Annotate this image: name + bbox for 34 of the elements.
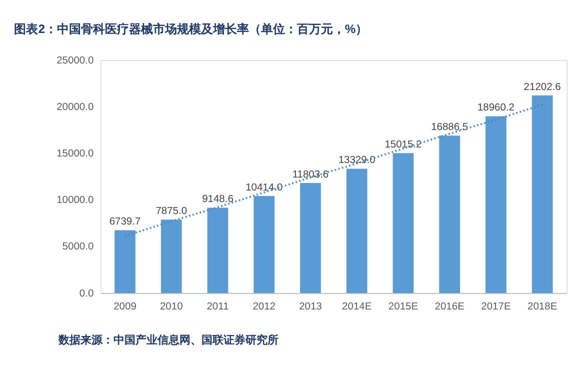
bar — [254, 196, 275, 294]
chart-title: 图表2：中国骨科医疗器械市场规模及增长率（单位：百万元，%） — [14, 22, 368, 36]
data-label: 6739.7 — [109, 216, 141, 228]
data-label: 21202.6 — [524, 82, 562, 93]
y-tick-label: 0.0 — [79, 288, 94, 300]
x-tick-label: 2010 — [160, 301, 184, 312]
x-tick-label: 2013 — [299, 301, 322, 312]
x-tick-label: 2014E — [342, 301, 372, 312]
y-tick-label: 25000.0 — [56, 55, 94, 66]
x-tick-label: 2011 — [206, 301, 230, 312]
data-label: 16886.5 — [431, 122, 468, 134]
y-tick-label: 20000.0 — [56, 102, 94, 113]
x-tick-label: 2015E — [388, 301, 418, 312]
bar — [346, 168, 368, 294]
y-tick-label: 15000.0 — [56, 148, 94, 160]
source-note: 数据来源：中国产业信息网、国联证券研究所 — [58, 333, 279, 346]
bar — [207, 208, 228, 294]
bar — [532, 95, 553, 294]
data-label: 7875.0 — [156, 206, 188, 218]
x-tick-label: 2012 — [252, 301, 276, 312]
bar — [114, 230, 136, 294]
bar — [160, 220, 182, 294]
x-tick-label: 2016E — [434, 301, 465, 312]
data-label: 9148.6 — [202, 194, 234, 206]
x-tick-label: 2009 — [114, 301, 137, 312]
bar — [300, 183, 321, 294]
bar — [392, 153, 414, 294]
y-tick-label: 10000.0 — [56, 195, 94, 206]
bar — [486, 116, 506, 294]
data-label: 18960.2 — [477, 102, 515, 114]
bar — [439, 136, 460, 294]
x-tick-label: 2017E — [481, 301, 511, 312]
y-tick-label: 5000.0 — [62, 242, 94, 253]
x-tick-label: 2018E — [528, 301, 558, 312]
